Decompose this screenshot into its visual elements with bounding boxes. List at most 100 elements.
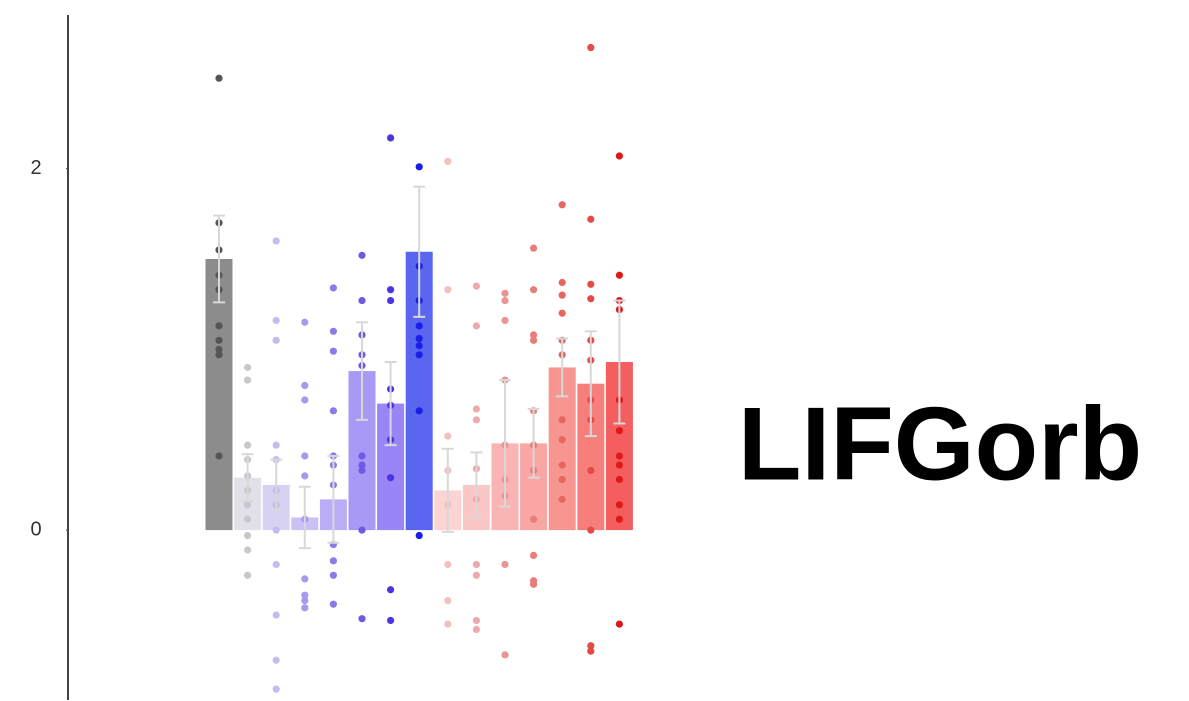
- data-point: [387, 616, 395, 625]
- data-point: [472, 560, 480, 569]
- data-point: [301, 596, 309, 605]
- data-point: [587, 215, 595, 223]
- data-point: [387, 296, 395, 305]
- data-point: [444, 596, 452, 605]
- data-point: [329, 557, 337, 565]
- data-point: [615, 152, 624, 160]
- data-point: [272, 656, 280, 664]
- data-point: [415, 407, 423, 415]
- data-point: [501, 316, 509, 325]
- data-point: [472, 616, 480, 625]
- data-point: [215, 452, 223, 460]
- data-point: [501, 296, 509, 305]
- data-point: [558, 475, 566, 484]
- bar: [205, 258, 233, 531]
- data-point: [615, 475, 624, 484]
- data-point: [215, 74, 223, 82]
- data-point: [558, 461, 566, 469]
- data-point: [587, 526, 595, 534]
- data-point: [530, 551, 538, 560]
- data-point: [615, 452, 624, 460]
- data-point: [358, 526, 366, 534]
- data-point: [587, 466, 595, 475]
- data-point: [615, 271, 624, 279]
- data-point: [387, 474, 395, 482]
- data-point: [587, 295, 595, 303]
- data-point: [501, 289, 509, 297]
- data-point: [358, 452, 366, 460]
- data-point: [272, 336, 280, 344]
- data-point: [387, 586, 395, 594]
- data-point: [530, 515, 538, 523]
- data-point: [415, 334, 423, 343]
- data-point: [272, 316, 280, 325]
- data-point: [358, 466, 366, 475]
- data-point: [329, 407, 337, 415]
- data-point: [415, 531, 423, 540]
- data-point: [272, 237, 280, 245]
- data-point: [444, 286, 452, 294]
- data-point: [472, 625, 480, 634]
- data-point: [215, 336, 223, 344]
- data-point: [244, 546, 252, 554]
- data-point: [558, 495, 566, 503]
- data-point: [301, 604, 309, 612]
- data-point: [615, 461, 624, 469]
- data-point: [244, 363, 252, 372]
- data-point: [558, 291, 566, 299]
- data-point: [472, 571, 480, 579]
- data-point: [558, 309, 566, 317]
- data-point: [272, 611, 280, 619]
- data-point: [301, 396, 309, 404]
- data-point: [301, 381, 309, 390]
- data-point: [415, 351, 423, 359]
- data-point: [387, 286, 395, 294]
- data-point: [587, 43, 595, 52]
- chart-title: LIFGorb: [738, 386, 1142, 502]
- data-point: [301, 591, 309, 599]
- data-point: [472, 282, 480, 290]
- data-point: [244, 376, 252, 384]
- data-point: [472, 416, 480, 424]
- data-point: [272, 685, 280, 693]
- data-point: [329, 284, 337, 292]
- data-point: [358, 296, 366, 305]
- data-point: [558, 278, 566, 287]
- data-point: [587, 647, 595, 655]
- data-point: [272, 441, 280, 449]
- data-point: [244, 501, 252, 509]
- data-point: [615, 427, 624, 435]
- data-point: [215, 345, 223, 353]
- data-point: [358, 251, 366, 259]
- data-point: [615, 620, 624, 628]
- data-point: [615, 501, 624, 509]
- data-point: [558, 416, 566, 424]
- data-point: [530, 580, 538, 588]
- data-point: [415, 342, 423, 350]
- data-point: [272, 560, 280, 569]
- data-point: [329, 347, 337, 355]
- data-point: [301, 452, 309, 460]
- data-point: [215, 322, 223, 330]
- data-point: [587, 280, 595, 288]
- data-point: [244, 515, 252, 523]
- data-point: [301, 575, 309, 583]
- data-point: [244, 571, 252, 579]
- data-point: [358, 615, 366, 623]
- data-point: [558, 436, 566, 444]
- data-point: [444, 432, 452, 440]
- data-point: [329, 600, 337, 608]
- data-point: [272, 526, 280, 534]
- data-point: [530, 244, 538, 252]
- data-point: [530, 286, 538, 294]
- data-point: [444, 157, 452, 165]
- data-point: [415, 163, 423, 171]
- data-point: [387, 134, 395, 142]
- data-point: [358, 461, 366, 469]
- data-point: [444, 620, 452, 628]
- data-point: [329, 571, 337, 579]
- data-point: [444, 560, 452, 569]
- data-point: [472, 322, 480, 330]
- data-point: [215, 351, 223, 359]
